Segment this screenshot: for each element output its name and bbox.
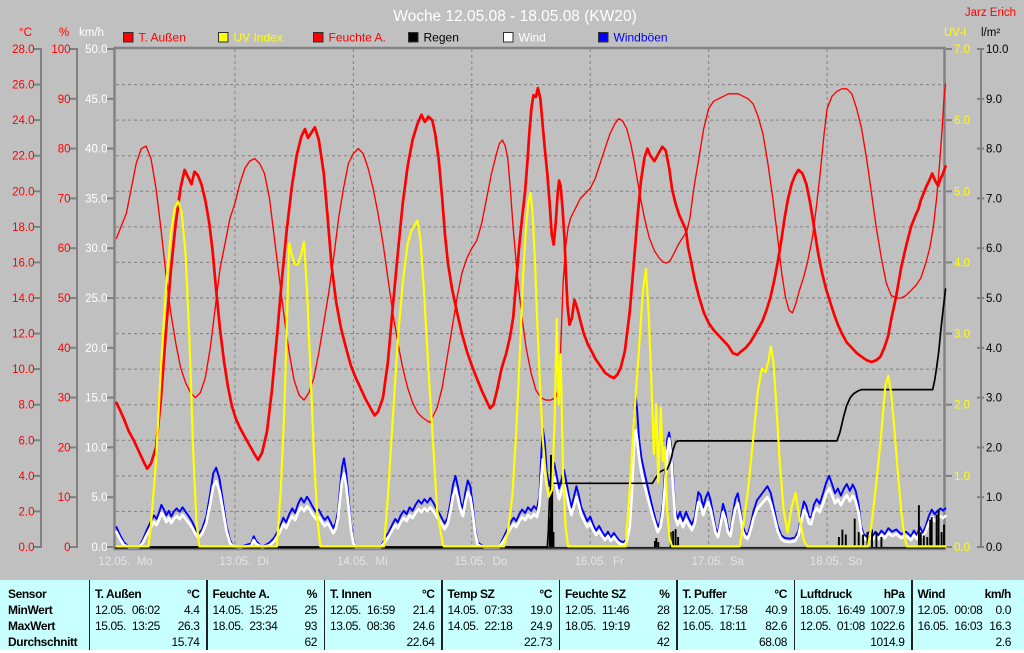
svg-text:22.0: 22.0: [12, 151, 34, 163]
svg-text:30: 30: [58, 393, 71, 405]
svg-text:10.0: 10.0: [85, 442, 107, 454]
svg-text:50.0: 50.0: [85, 44, 107, 56]
svg-text:20: 20: [58, 442, 71, 454]
svg-text:8.0: 8.0: [986, 144, 1002, 156]
svg-text:5.0: 5.0: [954, 186, 970, 198]
svg-text:20.0: 20.0: [12, 186, 34, 198]
svg-text:40: 40: [58, 343, 71, 355]
svg-text:40.0: 40.0: [85, 144, 107, 156]
svg-text:0.0: 0.0: [954, 542, 970, 554]
svg-text:UV-I: UV-I: [944, 27, 966, 39]
svg-text:20.0: 20.0: [85, 343, 107, 355]
svg-text:18.05. So: 18.05. So: [810, 556, 862, 568]
svg-text:Woche 12.05.08 - 18.05.08 (KW2: Woche 12.05.08 - 18.05.08 (KW20): [393, 8, 637, 25]
svg-text:10.0: 10.0: [12, 364, 34, 376]
svg-text:T. Außen: T. Außen: [139, 31, 186, 45]
svg-text:km/h: km/h: [79, 27, 104, 39]
svg-text:1.0: 1.0: [986, 492, 1002, 504]
svg-text:Feuchte A.: Feuchte A.: [329, 31, 386, 45]
svg-text:UV Index: UV Index: [234, 31, 283, 45]
svg-text:60: 60: [58, 243, 71, 255]
svg-text:5.0: 5.0: [92, 492, 108, 504]
svg-text:90: 90: [58, 94, 71, 106]
svg-text:16.05. Fr: 16.05. Fr: [575, 556, 624, 568]
svg-text:80: 80: [58, 144, 71, 156]
svg-text:15.0: 15.0: [85, 393, 107, 405]
svg-text:°C: °C: [19, 27, 32, 39]
svg-text:0.0: 0.0: [92, 542, 108, 554]
svg-text:28.0: 28.0: [12, 44, 34, 56]
svg-text:2.0: 2.0: [19, 506, 35, 518]
svg-text:14.0: 14.0: [12, 293, 34, 305]
svg-text:6.0: 6.0: [954, 115, 970, 127]
svg-text:15.05. Do: 15.05. Do: [454, 556, 507, 568]
svg-text:6.0: 6.0: [986, 243, 1002, 255]
svg-text:8.0: 8.0: [19, 400, 35, 412]
svg-text:0.0: 0.0: [986, 542, 1002, 554]
svg-text:%: %: [59, 27, 69, 39]
svg-text:7.0: 7.0: [986, 193, 1002, 205]
svg-text:30.0: 30.0: [85, 243, 107, 255]
svg-text:10: 10: [58, 492, 71, 504]
svg-text:3.0: 3.0: [954, 329, 970, 341]
svg-text:17.05. Sa: 17.05. Sa: [691, 556, 744, 568]
svg-text:7.0: 7.0: [954, 44, 970, 56]
svg-text:3.0: 3.0: [986, 393, 1002, 405]
svg-text:5.0: 5.0: [986, 293, 1002, 305]
svg-text:4.0: 4.0: [19, 471, 35, 483]
svg-text:0.0: 0.0: [19, 542, 35, 554]
svg-text:24.0: 24.0: [12, 115, 34, 127]
svg-text:2.0: 2.0: [986, 442, 1002, 454]
svg-text:0: 0: [64, 542, 70, 554]
svg-text:50: 50: [58, 293, 71, 305]
svg-text:100: 100: [51, 44, 70, 56]
svg-text:6.0: 6.0: [19, 435, 35, 447]
svg-text:Windböen: Windböen: [614, 31, 668, 45]
svg-text:Wind: Wind: [519, 31, 546, 45]
svg-text:Jarz Erich: Jarz Erich: [965, 7, 1016, 19]
svg-text:16.0: 16.0: [12, 257, 34, 269]
svg-text:12.05. Mo: 12.05. Mo: [98, 556, 152, 568]
svg-text:13.05. Di: 13.05. Di: [219, 556, 268, 568]
svg-text:4.0: 4.0: [954, 257, 970, 269]
svg-text:l/m²: l/m²: [981, 27, 1000, 39]
svg-text:12.0: 12.0: [12, 329, 34, 341]
svg-text:26.0: 26.0: [12, 80, 34, 92]
svg-text:10.0: 10.0: [986, 44, 1008, 56]
svg-text:4.0: 4.0: [986, 343, 1002, 355]
svg-text:18.0: 18.0: [12, 222, 34, 234]
svg-text:70: 70: [58, 193, 71, 205]
svg-text:1.0: 1.0: [954, 471, 970, 483]
svg-text:14.05. Mi: 14.05. Mi: [337, 556, 388, 568]
svg-text:25.0: 25.0: [85, 293, 107, 305]
svg-text:Regen: Regen: [424, 31, 459, 45]
svg-text:2.0: 2.0: [954, 400, 970, 412]
svg-text:9.0: 9.0: [986, 94, 1002, 106]
svg-text:45.0: 45.0: [85, 94, 107, 106]
svg-text:35.0: 35.0: [85, 193, 107, 205]
